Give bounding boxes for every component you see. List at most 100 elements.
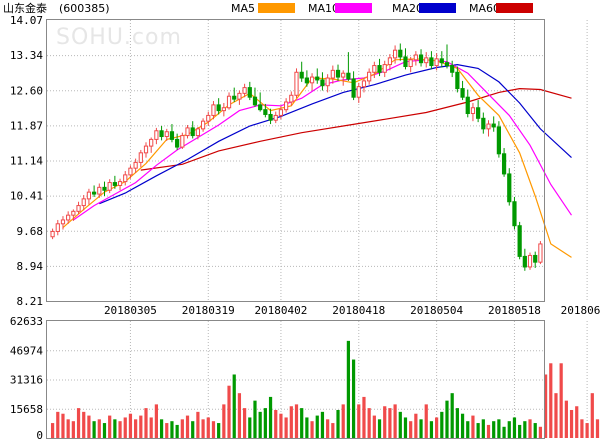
volume-bar (372, 415, 376, 438)
candle (361, 78, 367, 93)
volume-bar (165, 423, 169, 438)
candle (491, 116, 496, 132)
candle-body (476, 107, 481, 119)
candle (107, 179, 112, 194)
volume-bar (294, 404, 299, 438)
volume-bar (201, 419, 205, 438)
candle (382, 60, 387, 78)
candle (216, 98, 221, 115)
candle-body (138, 152, 143, 163)
volume-tick-label: 31316 (10, 374, 43, 387)
candle-body (496, 126, 501, 155)
candle-body (232, 95, 237, 100)
candle (356, 82, 361, 103)
volume-bar (206, 417, 210, 438)
candle-body (258, 104, 263, 111)
volume-bar (393, 404, 397, 438)
candle-body (55, 223, 60, 232)
volume-bar (242, 408, 247, 438)
candle (429, 51, 434, 70)
candle-body (372, 65, 377, 73)
candle (522, 248, 527, 271)
volume-bar (175, 424, 179, 438)
candle (278, 105, 284, 120)
candle (60, 216, 66, 230)
volume-bar (258, 411, 262, 438)
candle-body (60, 219, 66, 225)
candle-body (387, 57, 393, 66)
volume-panel-frame (46, 320, 545, 439)
candle-body (434, 58, 439, 67)
candle-body (195, 128, 201, 137)
candle-body (50, 230, 55, 238)
candle-body (211, 104, 216, 116)
date-tick-label: 20180601 (561, 304, 600, 317)
candle-body (418, 54, 424, 64)
candle (76, 201, 81, 215)
volume-bar (595, 419, 600, 438)
candle-body (507, 173, 512, 203)
date-tick-label: 20180518 (488, 304, 541, 317)
volume-bar (144, 408, 148, 438)
candle (232, 87, 237, 102)
volume-bar (486, 424, 491, 438)
candlestick-series (50, 43, 543, 271)
volume-bar (543, 374, 548, 438)
candle (206, 111, 211, 126)
volume-bar (518, 424, 522, 438)
candle-body (470, 107, 476, 115)
volume-bars (50, 340, 600, 438)
volume-bar (502, 426, 506, 438)
candle (325, 74, 330, 93)
candle (444, 44, 450, 69)
candle (460, 80, 465, 101)
candle (258, 92, 263, 112)
volume-bar (300, 408, 304, 438)
candle-body (315, 76, 320, 81)
legend-label-ma20: MA20 (392, 2, 423, 15)
candle (66, 211, 71, 224)
volume-bar (460, 413, 465, 438)
price-tick-label: 13.34 (10, 49, 43, 62)
candle-body (501, 153, 507, 175)
candle-body (107, 182, 112, 191)
candle (112, 175, 117, 189)
price-tick-label: 11.14 (10, 155, 43, 168)
candle (252, 87, 258, 107)
candle (149, 137, 154, 153)
volume-bar (580, 419, 584, 438)
date-tick-label: 20180504 (410, 304, 463, 317)
candle (86, 188, 92, 205)
candle-body (330, 69, 335, 79)
candle (377, 58, 382, 77)
candle-body (341, 72, 346, 78)
volume-bar (388, 408, 392, 438)
candle-body (278, 109, 284, 116)
volume-bar (196, 411, 200, 438)
candle-body (465, 96, 470, 115)
candle (527, 252, 533, 270)
legend-swatch-ma10 (335, 3, 372, 13)
volume-bar (341, 404, 345, 438)
volume-bar (211, 421, 216, 438)
volume-bar (554, 393, 558, 438)
stock-name: 山东金泰 (3, 1, 47, 15)
volume-bar (377, 419, 382, 438)
candle (128, 165, 133, 179)
candle-body (522, 255, 527, 268)
volume-bar (497, 419, 501, 438)
candle-body (512, 201, 517, 227)
volume-bar (512, 417, 517, 438)
candle-body (424, 57, 429, 64)
volume-bar (575, 406, 579, 438)
candle (517, 221, 522, 260)
volume-bar (590, 393, 594, 438)
candle (434, 53, 439, 71)
volume-bar (154, 404, 158, 438)
volume-bar (268, 396, 273, 438)
candle-body (123, 174, 128, 183)
candle-body (538, 243, 543, 263)
volume-bar (564, 400, 568, 438)
volume-bar (263, 408, 267, 438)
volume-bar (357, 404, 361, 438)
